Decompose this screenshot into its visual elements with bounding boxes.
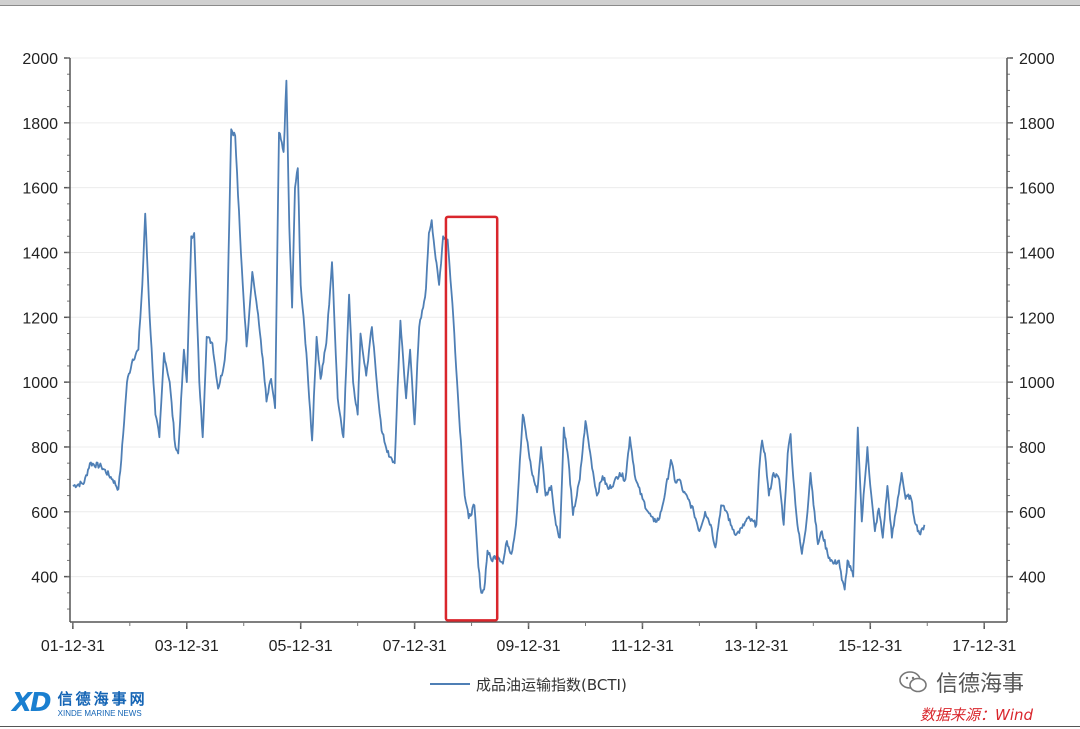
x-tick-label: 03-12-31	[155, 638, 219, 655]
frame-bottom-line	[0, 726, 1080, 727]
y-tick-label-right: 1200	[1019, 310, 1055, 327]
y-tick-label-right: 1400	[1019, 245, 1055, 262]
x-tick-label: 15-12-31	[838, 638, 902, 655]
window-frame-top	[0, 0, 1080, 6]
x-tick-label: 09-12-31	[497, 638, 561, 655]
highlight-layer	[444, 215, 499, 622]
y-tick-label-left: 1200	[22, 310, 58, 327]
y-tick-label-left: 600	[31, 505, 58, 522]
legend-label: 成品油运输指数(BCTI)	[476, 675, 627, 694]
wechat-watermark: 信德海事	[898, 666, 1024, 698]
y-tick-label-left: 1000	[22, 375, 58, 392]
series-line-bcti	[72, 79, 926, 594]
y-tick-label-right: 1600	[1019, 181, 1055, 198]
x-tick-label: 13-12-31	[724, 638, 788, 655]
y-tick-label-left: 1400	[22, 245, 58, 262]
y-tick-label-left: 2000	[22, 51, 58, 68]
y-tick-label-left: 1600	[22, 181, 58, 198]
highlight-box	[444, 215, 499, 622]
xinde-logo: XD 信德海事网 XINDE MARINE NEWS	[12, 688, 148, 718]
y-tick-label-right: 1800	[1019, 116, 1055, 133]
y-tick-label-left: 400	[31, 570, 58, 587]
y-tick-label-right: 1000	[1019, 375, 1055, 392]
x-tick-label: 05-12-31	[269, 638, 333, 655]
logo-name-en: XINDE MARINE NEWS	[57, 709, 142, 718]
wechat-label: 信德海事	[936, 672, 1025, 697]
wechat-icon	[899, 671, 927, 693]
y-tick-label-left: 800	[31, 440, 58, 457]
legend-swatch	[430, 683, 470, 685]
y-tick-label-right: 400	[1019, 570, 1046, 587]
x-tick-label: 07-12-31	[383, 638, 447, 655]
y-tick-label-right: 2000	[1019, 51, 1055, 68]
logo-name-cn: 信德海事网	[57, 690, 148, 708]
logo-words: 信德海事网 XINDE MARINE NEWS	[58, 688, 148, 718]
y-tick-label-left: 1800	[22, 116, 58, 133]
data-source-note: 数据来源：Wind	[920, 706, 1034, 724]
y-tick-label-right: 800	[1019, 440, 1046, 457]
x-tick-label: 17-12-31	[952, 638, 1016, 655]
chart-legend: 成品油运输指数(BCTI)	[430, 673, 627, 695]
logo-mark: XD	[12, 688, 52, 718]
x-tick-label: 01-12-31	[41, 638, 105, 655]
series-layer	[72, 79, 926, 594]
axes: 400 400 600 600 800 800 1000 1000 1200 1200 1400 14…	[22, 51, 1054, 655]
x-tick-label: 11-12-31	[611, 638, 674, 655]
y-tick-label-right: 600	[1019, 505, 1046, 522]
grid-lines	[70, 57, 1007, 578]
